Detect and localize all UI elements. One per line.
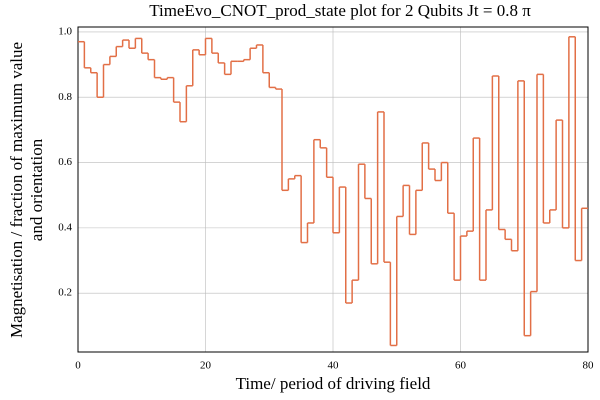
y-tick-label: 0.4 bbox=[58, 221, 72, 233]
y-tick-label: 0.8 bbox=[58, 91, 72, 103]
y-axis-label: Magnetisation / fraction of maximum valu… bbox=[7, 42, 26, 338]
y-axis-label: and orientation bbox=[27, 138, 46, 241]
x-tick-label: 0 bbox=[75, 360, 81, 372]
plot-frame bbox=[77, 26, 589, 353]
x-tick-label: 20 bbox=[200, 360, 212, 372]
x-tick-label: 60 bbox=[455, 360, 467, 372]
y-tick-label: 0.6 bbox=[58, 156, 72, 168]
x-tick-label: 80 bbox=[583, 360, 595, 372]
x-tick-label: 40 bbox=[328, 360, 340, 372]
chart-title: TimeEvo_CNOT_prod_state plot for 2 Qubit… bbox=[149, 1, 531, 20]
y-tick-label: 0.2 bbox=[58, 287, 72, 299]
x-axis-label: Time/ period of driving field bbox=[236, 374, 431, 393]
y-tick-label: 1.0 bbox=[58, 25, 72, 37]
